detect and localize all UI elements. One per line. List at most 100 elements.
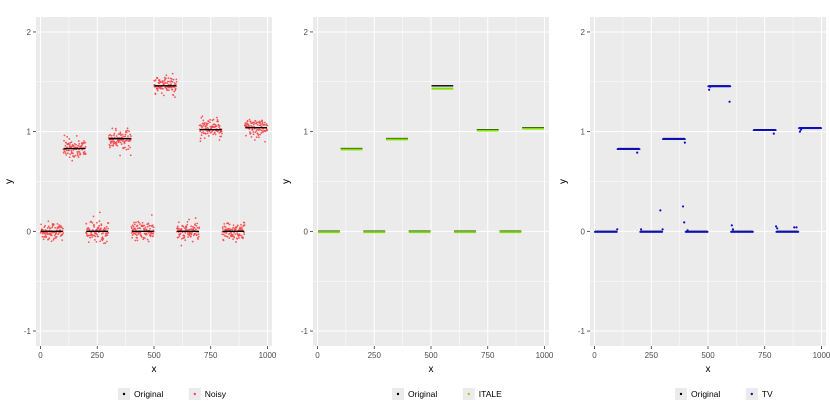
noisy-point <box>51 226 54 229</box>
noisy-point <box>253 139 256 141</box>
tv-point <box>731 228 735 231</box>
noisy-point <box>194 223 197 225</box>
noisy-point <box>62 232 65 234</box>
noisy-point <box>248 118 251 121</box>
tv-point <box>793 226 796 229</box>
legend-swatch <box>467 392 470 396</box>
noisy-point <box>71 159 74 162</box>
noisy-point <box>45 235 48 238</box>
noisy-point <box>160 92 163 95</box>
noisy-point <box>141 221 144 224</box>
legend-swatch <box>396 392 400 396</box>
noisy-point <box>256 128 259 131</box>
noisy-point <box>206 122 209 125</box>
noisy-point <box>136 224 139 227</box>
noisy-point <box>175 80 178 83</box>
tv-point <box>684 138 686 141</box>
panel-itale: -1 0 1 2 0 250 500 750 1000 x y Original ITALE <box>281 17 554 400</box>
legend-label: Original <box>134 389 163 399</box>
noisy-point <box>195 224 198 227</box>
noisy-point <box>83 150 86 153</box>
noisy-point <box>91 221 94 224</box>
tv-point <box>752 230 754 233</box>
noisy-point <box>172 94 175 96</box>
noisy-point <box>109 145 112 147</box>
noisy-point <box>101 236 104 239</box>
noisy-point <box>88 228 91 231</box>
noisy-point <box>111 140 114 143</box>
noisy-point <box>166 80 169 83</box>
noisy-point <box>190 225 193 228</box>
noisy-point <box>143 224 146 227</box>
noisy-point <box>46 227 49 229</box>
noisy-point <box>79 153 82 156</box>
noisy-point <box>59 231 61 234</box>
noisy-point <box>193 227 196 229</box>
noisy-point <box>245 123 248 126</box>
noisy-point <box>106 234 109 237</box>
noisy-point <box>110 134 113 137</box>
noisy-point <box>248 124 250 127</box>
noisy-point <box>64 144 67 147</box>
noisy-point <box>180 228 183 230</box>
noisy-point <box>50 234 53 237</box>
noisy-point <box>49 227 52 230</box>
y-tick-label: 1 <box>304 128 309 137</box>
noisy-point <box>211 130 213 133</box>
noisy-point <box>168 80 171 83</box>
noisy-point <box>204 132 207 135</box>
noisy-point <box>53 237 55 240</box>
noisy-point <box>253 122 256 124</box>
noisy-point <box>259 121 262 124</box>
noisy-point <box>107 231 110 234</box>
noisy-point <box>216 116 218 119</box>
noisy-point <box>252 133 255 136</box>
noisy-point <box>261 129 263 132</box>
noisy-point <box>165 77 167 80</box>
noisy-point <box>64 152 67 154</box>
noisy-point <box>81 143 84 146</box>
noisy-point <box>96 221 98 224</box>
noisy-point <box>248 128 251 130</box>
noisy-point <box>135 234 138 236</box>
y-tick-label: 1 <box>581 128 586 137</box>
noisy-point <box>252 123 255 126</box>
noisy-point <box>234 233 237 236</box>
noisy-point <box>130 225 133 228</box>
noisy-point <box>185 225 188 228</box>
noisy-point <box>202 132 205 135</box>
noisy-point <box>57 226 60 229</box>
noisy-point <box>39 231 42 234</box>
noisy-point <box>176 225 179 228</box>
noisy-point <box>186 229 188 232</box>
noisy-point <box>121 136 124 139</box>
x-tick-label: 750 <box>758 351 772 360</box>
noisy-point <box>118 139 121 142</box>
noisy-point <box>125 139 128 142</box>
noisy-point <box>166 89 169 92</box>
noisy-point <box>98 211 101 214</box>
noisy-point <box>148 224 151 227</box>
noisy-point <box>134 239 137 242</box>
noisy-point <box>244 122 247 124</box>
noisy-point <box>133 223 136 226</box>
y-tick-label: 0 <box>304 227 309 236</box>
noisy-point <box>108 146 111 149</box>
noisy-point <box>142 238 145 241</box>
noisy-point <box>154 93 157 95</box>
noisy-point <box>186 223 189 226</box>
noisy-point <box>258 128 261 131</box>
noisy-point <box>126 129 129 132</box>
noisy-point <box>87 241 90 244</box>
noisy-point <box>115 140 118 143</box>
noisy-point <box>232 226 235 229</box>
noisy-point <box>52 223 55 226</box>
noisy-point <box>120 134 122 137</box>
noisy-point <box>124 146 126 149</box>
noisy-point <box>154 79 157 81</box>
noisy-point <box>182 225 185 228</box>
noisy-point <box>104 242 107 244</box>
noisy-point <box>260 132 263 134</box>
noisy-point <box>123 142 126 145</box>
noisy-point <box>160 81 162 83</box>
